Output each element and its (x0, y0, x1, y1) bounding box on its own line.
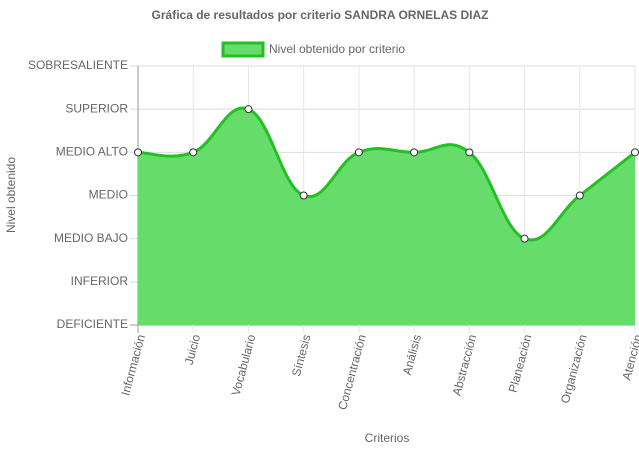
point (244, 105, 253, 114)
x-tick-label: Vocabulario (229, 333, 259, 398)
chart-title: Gráfica de resultados por criterio SANDR… (152, 8, 489, 22)
legend-label: Nivel obtenido por criterio (269, 42, 405, 56)
y-tick-label: SOBRESALIENTE (28, 58, 128, 72)
point (410, 148, 419, 157)
line (137, 106, 636, 242)
y-tick-label: INFERIOR (71, 274, 129, 288)
point (299, 191, 308, 200)
y-tick-label: MEDIO BAJO (54, 231, 128, 245)
point (575, 191, 584, 200)
y-tick-label: DEFICIENTE (57, 317, 128, 331)
point (520, 234, 529, 243)
point (631, 148, 639, 157)
y-tick-label: MEDIO (89, 188, 128, 202)
point (465, 148, 474, 157)
x-tick-label: Juicio (182, 333, 204, 367)
x-tick-label: Concentración (335, 333, 369, 411)
x-tick-label: Análisis (400, 333, 424, 377)
x-tick-label: Atención (619, 333, 639, 382)
point (134, 148, 142, 157)
point (354, 148, 363, 157)
x-tick-label: Organización (558, 333, 590, 405)
x-tick-label: Planeación (506, 333, 535, 394)
y-axis-title: Nivel obtenido (4, 157, 18, 233)
y-tick-label: MEDIO ALTO (56, 145, 128, 159)
x-axis-title: Criterios (365, 431, 410, 445)
x-tick-label: Información (118, 333, 148, 397)
y-tick-label: SUPERIOR (65, 101, 128, 115)
x-tick-label: Abstracción (450, 333, 480, 397)
x-tick-label: Síntesis (289, 333, 314, 378)
point (189, 148, 198, 157)
area (138, 108, 635, 325)
legend-swatch (221, 41, 265, 58)
